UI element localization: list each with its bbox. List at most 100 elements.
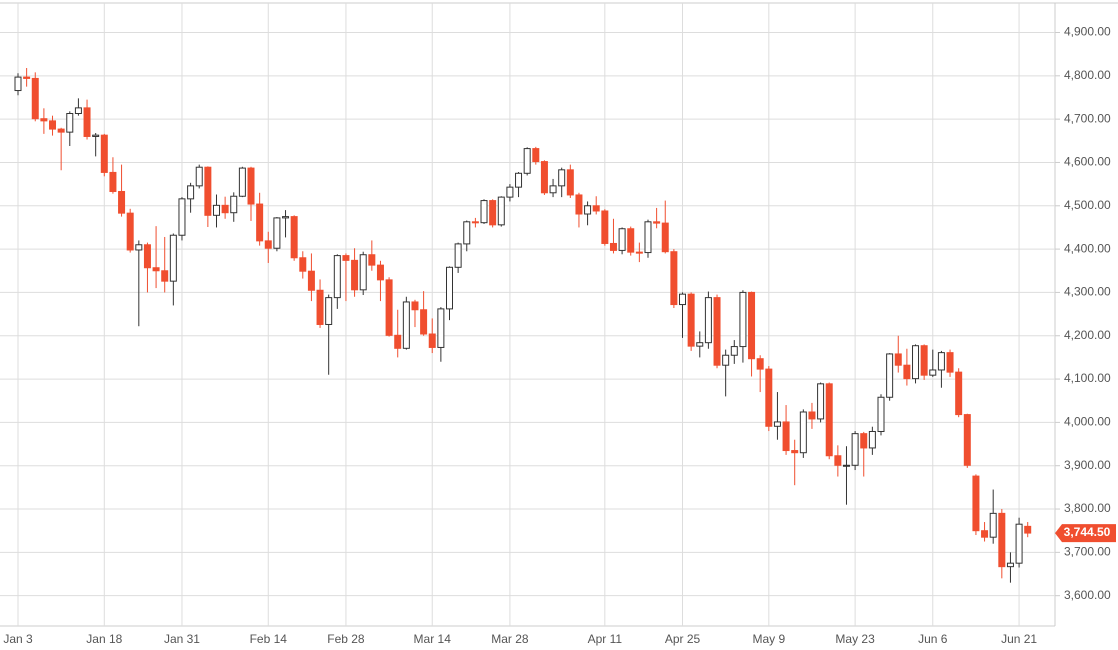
candle-body	[402, 301, 410, 349]
candle-body	[782, 421, 790, 452]
candle-body	[221, 204, 229, 214]
candle-body	[376, 264, 384, 281]
y-tick-label: 4,900.00	[1064, 25, 1111, 39]
candle-body	[126, 212, 134, 251]
candle-body	[834, 455, 842, 466]
candle-body	[161, 270, 169, 282]
candle-body	[937, 352, 945, 371]
candle-body	[963, 414, 971, 466]
y-tick-label: 3,700.00	[1064, 545, 1111, 559]
candle-body	[420, 309, 428, 335]
x-tick-label: Jun 6	[918, 632, 948, 646]
candle-body	[704, 297, 712, 344]
candle-body	[256, 203, 264, 242]
candle-body	[92, 134, 100, 137]
y-tick-label: 4,200.00	[1064, 328, 1111, 342]
candle-body	[49, 120, 57, 130]
candle-body	[912, 345, 920, 380]
candle-body	[480, 200, 488, 224]
candle-body	[497, 196, 505, 226]
y-tick-label: 4,700.00	[1064, 111, 1111, 125]
candle-body	[661, 222, 669, 253]
candle-body	[446, 266, 453, 310]
candle-body	[143, 244, 151, 269]
candle-body	[463, 221, 471, 245]
candle-body	[66, 113, 74, 133]
candle-body	[83, 107, 91, 137]
candle-body	[264, 240, 272, 249]
grid	[0, 3, 1055, 626]
candle-body	[471, 221, 479, 224]
y-tick-label: 4,300.00	[1064, 285, 1111, 299]
candle-body	[842, 464, 850, 467]
candle-body	[946, 352, 954, 373]
x-tick-label: Jan 18	[86, 632, 122, 646]
candle-body	[877, 396, 885, 432]
x-tick-label: Feb 14	[250, 632, 288, 646]
y-tick-label: 4,500.00	[1064, 198, 1111, 212]
candle-body	[57, 128, 65, 133]
x-tick-label: Feb 28	[327, 632, 365, 646]
candle-body	[1006, 562, 1014, 568]
candle-body	[929, 369, 937, 376]
candle-body	[74, 107, 82, 115]
candle-body	[31, 77, 39, 120]
candle-body	[489, 200, 497, 226]
candle-body	[195, 166, 203, 187]
candle-body	[411, 301, 419, 311]
candle-body	[955, 371, 963, 416]
x-tick-label: Mar 14	[414, 632, 452, 646]
candle-body	[679, 293, 687, 306]
x-tick-label: May 9	[752, 632, 785, 646]
candle-body	[808, 411, 816, 420]
candle-body	[506, 186, 514, 198]
candle-body	[549, 185, 557, 194]
candle-body	[428, 333, 436, 348]
candle-body	[109, 171, 117, 192]
candle-body	[739, 291, 747, 348]
candle-body	[748, 291, 756, 360]
candle-body	[273, 217, 281, 249]
candle-body	[178, 198, 186, 236]
candle-body	[307, 270, 315, 291]
candle-body	[532, 148, 540, 163]
candle-body	[981, 530, 989, 538]
candle-body	[566, 169, 574, 196]
candle-body	[653, 221, 661, 224]
candle-body	[368, 254, 376, 266]
candle-body	[773, 421, 781, 427]
candle-body	[696, 342, 704, 347]
candle-body	[868, 430, 876, 449]
candle-body	[290, 216, 298, 259]
candle-body	[903, 364, 911, 380]
x-tick-label: Jan 3	[3, 632, 33, 646]
candle-body	[230, 195, 238, 214]
candle-body	[23, 76, 31, 79]
candle-body	[515, 172, 523, 188]
last-price-label: 3,744.50	[1064, 525, 1111, 539]
candle-body	[799, 411, 807, 454]
candle-body	[886, 353, 894, 398]
y-tick-label: 4,800.00	[1064, 68, 1111, 82]
candle-body	[687, 293, 695, 347]
x-tick-label: Jan 31	[164, 632, 200, 646]
candle-body	[592, 205, 600, 212]
candle-body	[765, 368, 773, 427]
candle-body	[1024, 525, 1032, 534]
candle-body	[635, 251, 643, 254]
x-tick-label: Apr 25	[665, 632, 701, 646]
candle-body	[713, 297, 721, 366]
candle-body	[299, 257, 307, 272]
y-tick-label: 4,600.00	[1064, 155, 1111, 169]
candle-body	[169, 234, 177, 282]
candle-body	[238, 167, 246, 197]
candle-body	[437, 308, 445, 348]
candle-body	[558, 169, 566, 187]
candle-body	[825, 383, 833, 457]
candle-body	[730, 346, 738, 356]
last-price-tag	[1055, 524, 1116, 543]
candle-body	[152, 267, 160, 272]
candle-body	[972, 475, 980, 532]
